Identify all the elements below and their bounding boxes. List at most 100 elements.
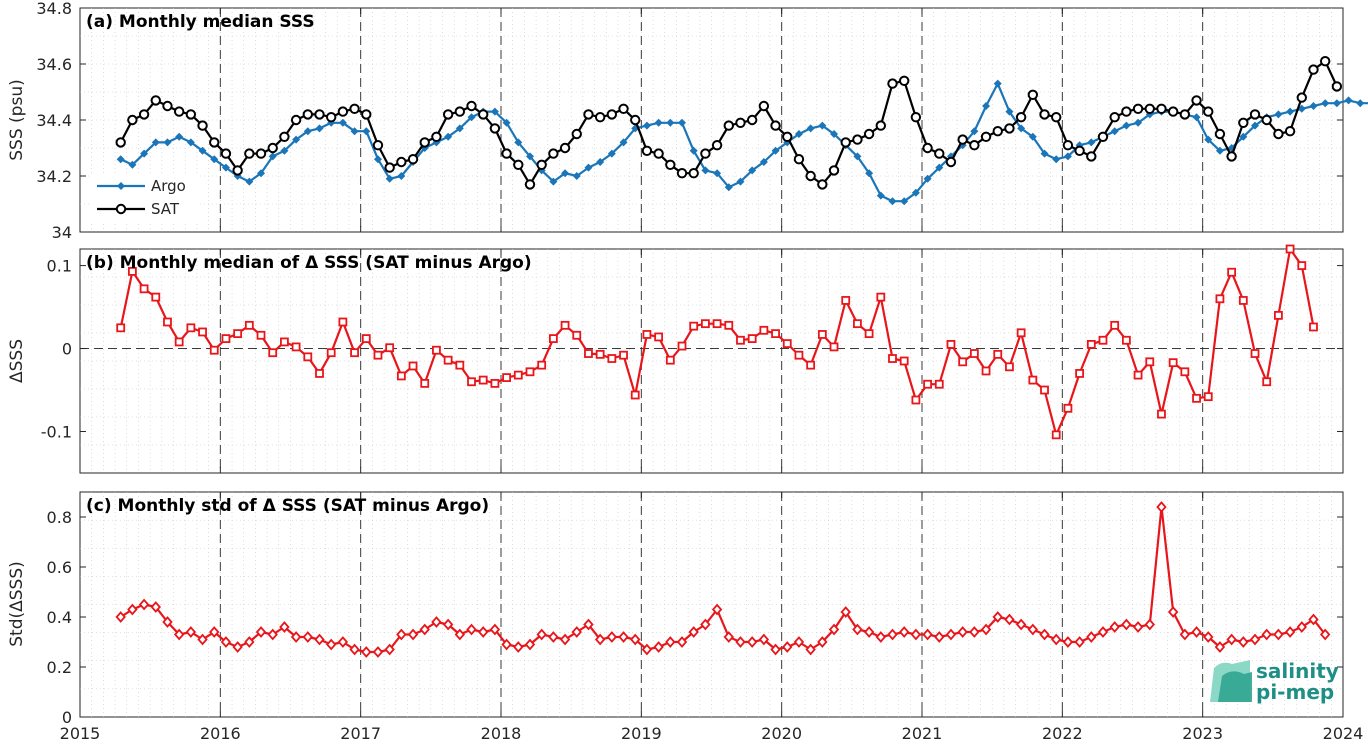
- data-point: [1027, 623, 1039, 636]
- data-point: [594, 112, 606, 123]
- data-point: [162, 616, 173, 628]
- data-point: [549, 177, 558, 186]
- legend-sat-label: SAT: [151, 200, 180, 218]
- data-point: [583, 109, 594, 120]
- data-point: [910, 628, 922, 641]
- data-point: [666, 118, 675, 127]
- data-point: [618, 103, 629, 115]
- data-point: [828, 165, 840, 176]
- ytick-label: 34.4: [36, 111, 72, 130]
- data-point: [712, 319, 722, 329]
- data-point: [1203, 106, 1214, 117]
- data-point: [174, 337, 184, 347]
- data-point: [361, 109, 372, 120]
- data-point: [116, 323, 126, 333]
- data-point: [724, 320, 734, 330]
- data-point: [384, 643, 395, 656]
- data-point: [688, 168, 699, 179]
- data-point: [1273, 628, 1284, 641]
- data-point: [396, 628, 407, 641]
- data-point: [1156, 501, 1167, 513]
- data-point: [852, 134, 863, 145]
- data-point: [478, 109, 489, 120]
- xtick-label: 2024: [1323, 724, 1364, 743]
- data-point: [1284, 626, 1296, 638]
- ytick-label: 0.6: [47, 558, 72, 577]
- data-point: [268, 152, 277, 161]
- data-point: [151, 138, 160, 147]
- panel-a-yticks: 34 34.2 34.4 34.6 34.8: [36, 0, 1344, 242]
- data-point: [840, 137, 851, 148]
- data-point: [1028, 132, 1037, 141]
- data-point: [817, 636, 828, 648]
- data-point: [1133, 370, 1143, 380]
- data-point: [748, 166, 757, 175]
- xtick-label: 2015: [60, 724, 101, 743]
- data-point: [407, 628, 419, 641]
- data-point: [793, 636, 805, 648]
- data-point: [1040, 385, 1049, 395]
- data-point: [467, 377, 476, 387]
- data-point: [362, 127, 371, 136]
- data-point: [385, 343, 395, 353]
- data-point: [115, 611, 126, 623]
- data-point: [524, 179, 536, 190]
- data-point: [1203, 631, 1214, 643]
- data-point: [1309, 322, 1318, 332]
- data-point: [536, 159, 547, 171]
- data-point: [455, 360, 465, 370]
- data-point: [584, 349, 593, 358]
- data-point: [630, 633, 641, 646]
- data-point: [607, 354, 617, 363]
- data-point: [513, 159, 524, 171]
- data-point: [606, 631, 618, 643]
- data-point: [1132, 621, 1144, 633]
- data-point: [875, 120, 887, 131]
- data-point: [349, 103, 360, 115]
- data-point: [232, 641, 243, 653]
- data-point: [290, 114, 302, 126]
- data-point: [1063, 403, 1073, 413]
- data-point: [782, 339, 792, 348]
- legend-box: [90, 174, 198, 222]
- data-point: [525, 152, 534, 161]
- data-point: [1251, 121, 1260, 130]
- data-point: [980, 623, 992, 636]
- data-point: [584, 163, 593, 172]
- data-point: [1274, 310, 1283, 320]
- data-point: [817, 179, 828, 190]
- data-point: [280, 337, 289, 347]
- data-point: [1308, 64, 1319, 75]
- data-point: [583, 618, 594, 631]
- data-point: [1296, 621, 1307, 633]
- data-point: [619, 138, 628, 147]
- data-point: [209, 137, 220, 148]
- ytick-label: 34: [52, 223, 72, 242]
- data-point: [490, 378, 500, 388]
- data-point: [1039, 109, 1050, 120]
- data-point: [818, 121, 827, 130]
- data-point: [1297, 261, 1307, 270]
- data-point: [1238, 636, 1249, 648]
- data-point: [173, 106, 185, 117]
- data-point: [1261, 628, 1272, 641]
- data-point: [736, 335, 745, 345]
- data-point: [1015, 112, 1027, 123]
- data-point: [1017, 124, 1026, 133]
- data-point: [127, 603, 138, 616]
- data-point: [817, 330, 827, 339]
- data-point: [782, 131, 793, 143]
- data-point: [302, 109, 314, 120]
- data-point: [396, 156, 407, 168]
- data-point: [514, 138, 523, 147]
- data-point: [1249, 633, 1261, 646]
- data-point: [303, 352, 313, 362]
- data-point: [934, 379, 944, 389]
- panel-c-marks: [115, 501, 1331, 658]
- data-point: [571, 128, 582, 140]
- data-point: [302, 631, 314, 643]
- data-point: [853, 319, 862, 329]
- panel-a-ylabel: SSS (psu): [7, 79, 27, 160]
- panel-b-title: (b) Monthly median of Δ SSS (SAT minus A…: [86, 253, 532, 273]
- data-point: [805, 170, 816, 182]
